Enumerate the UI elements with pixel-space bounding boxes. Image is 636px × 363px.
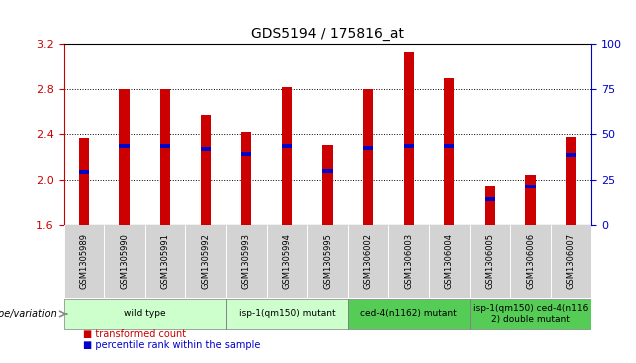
Bar [160,89,170,225]
Text: GSM1305991: GSM1305991 [161,233,170,289]
Text: GSM1305993: GSM1305993 [242,233,251,289]
Bar [389,225,429,298]
Bar [525,184,536,188]
Bar [322,144,333,225]
Bar [64,299,226,329]
Bar [226,299,348,329]
Text: GSM1306005: GSM1306005 [485,233,494,289]
Bar [348,299,469,329]
Bar [160,144,170,148]
Text: GSM1306006: GSM1306006 [526,233,535,289]
Text: genotype/variation: genotype/variation [0,309,57,319]
Bar [282,144,292,148]
Bar [266,225,307,298]
Bar [445,144,455,148]
Bar [322,169,333,172]
Bar [145,225,186,298]
Bar [282,87,292,225]
Bar [200,147,211,151]
Text: wild type: wild type [124,310,165,318]
Bar [525,175,536,225]
Text: GSM1305992: GSM1305992 [201,233,211,289]
Bar [510,225,551,298]
Bar [566,153,576,157]
Bar [186,225,226,298]
Text: ■ transformed count: ■ transformed count [83,329,186,339]
Text: ■ percentile rank within the sample: ■ percentile rank within the sample [83,340,260,350]
Bar [226,225,266,298]
Bar [363,146,373,150]
Text: GSM1306002: GSM1306002 [364,233,373,289]
Bar [120,89,130,225]
Text: GSM1306003: GSM1306003 [404,233,413,289]
Bar [485,197,495,201]
Bar [469,225,510,298]
Text: GSM1305989: GSM1305989 [80,233,88,289]
Bar [104,225,145,298]
Bar [469,299,591,329]
Text: GSM1305990: GSM1305990 [120,233,129,289]
Title: GDS5194 / 175816_at: GDS5194 / 175816_at [251,27,404,41]
Bar [566,136,576,225]
Bar [363,89,373,225]
Text: GSM1305995: GSM1305995 [323,233,332,289]
Bar [200,115,211,225]
Text: GSM1306004: GSM1306004 [445,233,454,289]
Text: isp-1(qm150) ced-4(n116
2) double mutant: isp-1(qm150) ced-4(n116 2) double mutant [473,304,588,324]
Bar [348,225,389,298]
Bar [404,144,414,148]
Text: isp-1(qm150) mutant: isp-1(qm150) mutant [238,310,335,318]
Text: GSM1305994: GSM1305994 [282,233,291,289]
Bar [404,52,414,225]
Text: GSM1306007: GSM1306007 [567,233,576,289]
Bar [241,132,251,225]
Bar [485,187,495,225]
Bar [445,78,455,225]
Bar [241,152,251,156]
Text: ced-4(n1162) mutant: ced-4(n1162) mutant [361,310,457,318]
Bar [120,144,130,148]
Bar [429,225,469,298]
Bar [307,225,348,298]
Bar [64,225,104,298]
Bar [79,138,89,225]
Bar [79,170,89,174]
Bar [551,225,591,298]
